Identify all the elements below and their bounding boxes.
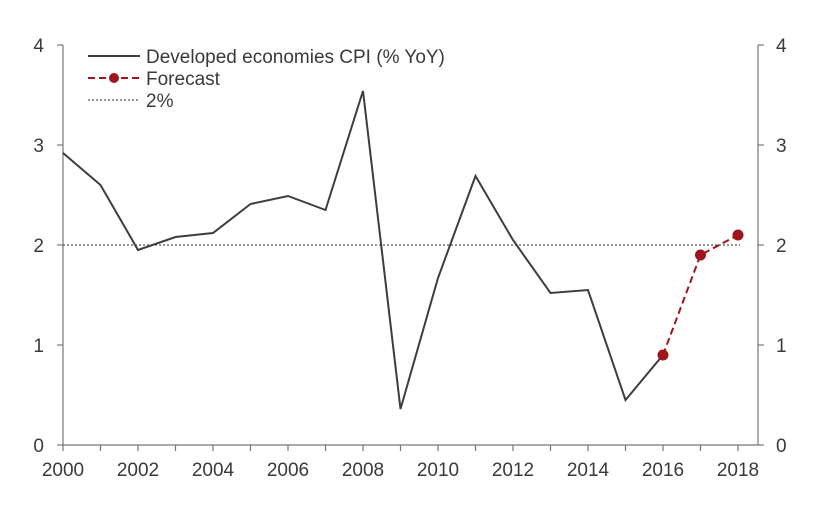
legend: Developed economies CPI (% YoY) Forecast… bbox=[88, 47, 445, 112]
tick-labels: 2000 2002 2004 2006 2008 2010 2012 2014 2016 2018… bbox=[33, 36, 787, 481]
x-tick-label: 2002 bbox=[117, 460, 159, 481]
x-tick-label: 2016 bbox=[642, 460, 684, 481]
series-cpi-line bbox=[62, 90, 664, 410]
forecast-point bbox=[732, 229, 744, 241]
x-tick-label: 2014 bbox=[567, 460, 610, 481]
right-y-tick-label: 4 bbox=[776, 36, 787, 57]
legend-label-cpi: Developed economies CPI (% YoY) bbox=[146, 47, 445, 68]
left-y-tick-label: 2 bbox=[33, 236, 44, 257]
left-y-tick-label: 4 bbox=[33, 36, 44, 57]
legend-label-target: 2% bbox=[146, 91, 174, 112]
forecast-point bbox=[657, 349, 669, 361]
right-y-tick-label: 0 bbox=[776, 436, 787, 457]
forecast-point bbox=[695, 249, 706, 261]
x-tick-label: 2008 bbox=[342, 460, 384, 481]
tick-marks bbox=[57, 44, 764, 451]
x-tick-label: 2006 bbox=[267, 460, 309, 481]
right-y-tick-label: 2 bbox=[776, 236, 787, 257]
right-y-tick-label: 1 bbox=[776, 336, 787, 357]
right-y-tick-label: 3 bbox=[776, 136, 787, 157]
left-y-tick-label: 0 bbox=[33, 436, 44, 457]
left-y-tick-label: 1 bbox=[33, 336, 44, 357]
x-tick-label: 2012 bbox=[492, 460, 534, 481]
x-tick-label: 2018 bbox=[717, 460, 759, 481]
x-tick-label: 2010 bbox=[417, 460, 459, 481]
legend-marker-forecast bbox=[109, 73, 119, 83]
legend-label-forecast: Forecast bbox=[146, 69, 221, 90]
x-tick-label: 2000 bbox=[42, 460, 84, 481]
left-y-tick-label: 3 bbox=[33, 136, 44, 157]
series-forecast-line bbox=[662, 234, 739, 356]
x-tick-label: 2004 bbox=[192, 460, 235, 481]
series-layer bbox=[62, 90, 744, 410]
